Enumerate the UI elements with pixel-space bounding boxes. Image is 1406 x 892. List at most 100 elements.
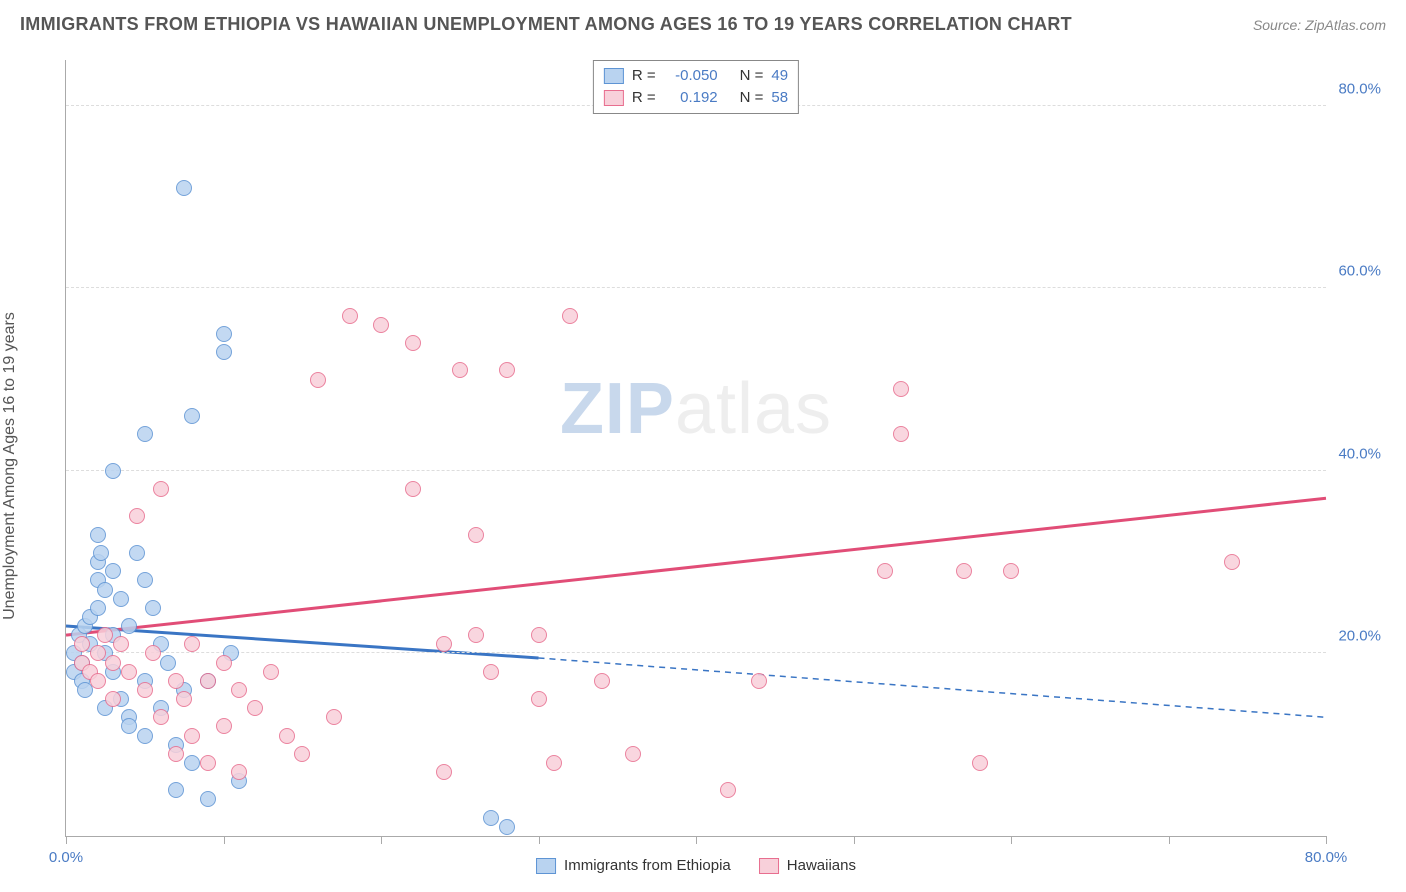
source-attribution: Source: ZipAtlas.com [1253,17,1386,33]
data-point [129,545,145,561]
x-tick [66,836,67,844]
data-point [877,563,893,579]
y-tick-label: 40.0% [1338,445,1381,462]
data-point [184,636,200,652]
data-point [168,673,184,689]
chart-title: IMMIGRANTS FROM ETHIOPIA VS HAWAIIAN UNE… [20,14,1072,35]
data-point [893,426,909,442]
legend-item: Immigrants from Ethiopia [536,857,731,874]
x-tick [696,836,697,844]
data-point [594,673,610,689]
data-point [279,728,295,744]
data-point [483,664,499,680]
legend-swatch [759,858,779,874]
legend-swatch [536,858,556,874]
data-point [160,655,176,671]
data-point [121,618,137,634]
data-point [184,755,200,771]
data-point [436,636,452,652]
data-point [200,673,216,689]
y-axis-label: Unemployment Among Ages 16 to 19 years [1,312,19,620]
x-tick [224,836,225,844]
data-point [113,636,129,652]
data-point [405,335,421,351]
data-point [121,664,137,680]
data-point [546,755,562,771]
x-tick [854,836,855,844]
data-point [137,682,153,698]
data-point [326,709,342,725]
data-point [499,362,515,378]
data-point [97,627,113,643]
legend-stat-row: R = -0.050N = 49 [604,65,788,87]
data-point [121,718,137,734]
data-point [184,408,200,424]
legend-label: Hawaiians [787,857,856,874]
data-point [137,572,153,588]
data-point [956,563,972,579]
gridline [66,470,1326,471]
data-point [436,764,452,780]
data-point [176,691,192,707]
plot-area: ZIPatlas R = -0.050N = 49R = 0.192N = 58… [65,60,1326,837]
data-point [405,481,421,497]
data-point [562,308,578,324]
data-point [531,691,547,707]
data-point [972,755,988,771]
x-tick-label: 80.0% [1305,849,1348,866]
data-point [184,728,200,744]
trend-lines [66,60,1326,836]
data-point [168,782,184,798]
data-point [751,673,767,689]
y-tick-label: 60.0% [1338,263,1381,280]
data-point [216,344,232,360]
x-tick [1169,836,1170,844]
data-point [231,682,247,698]
correlation-legend: R = -0.050N = 49R = 0.192N = 58 [593,60,799,114]
data-point [90,527,106,543]
data-point [720,782,736,798]
data-point [176,180,192,196]
data-point [499,819,515,835]
data-point [216,655,232,671]
y-tick-label: 80.0% [1338,80,1381,97]
data-point [105,563,121,579]
legend-swatch [604,90,624,106]
data-point [231,764,247,780]
data-point [153,709,169,725]
legend-item: Hawaiians [759,857,856,874]
data-point [105,691,121,707]
data-point [531,627,547,643]
legend-stat-row: R = 0.192N = 58 [604,87,788,109]
data-point [145,600,161,616]
x-tick [381,836,382,844]
x-tick [1326,836,1327,844]
data-point [137,426,153,442]
data-point [452,362,468,378]
gridline [66,287,1326,288]
data-point [247,700,263,716]
data-point [153,481,169,497]
data-point [129,508,145,524]
x-tick [539,836,540,844]
data-point [137,728,153,744]
data-point [200,791,216,807]
data-point [263,664,279,680]
data-point [90,645,106,661]
data-point [200,755,216,771]
data-point [74,636,90,652]
legend-swatch [604,68,624,84]
data-point [893,381,909,397]
data-point [483,810,499,826]
data-point [310,372,326,388]
data-point [1224,554,1240,570]
data-point [342,308,358,324]
gridline [66,652,1326,653]
data-point [90,673,106,689]
x-tick-label: 0.0% [49,849,83,866]
data-point [105,655,121,671]
data-point [216,326,232,342]
data-point [113,591,129,607]
data-point [145,645,161,661]
y-tick-label: 20.0% [1338,628,1381,645]
